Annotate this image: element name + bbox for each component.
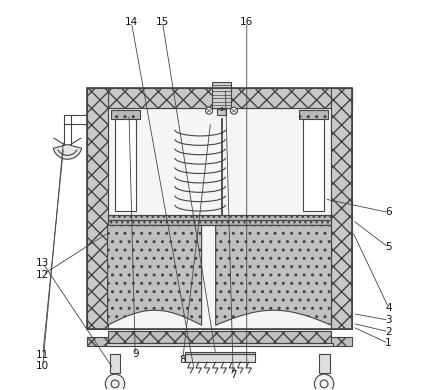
- Polygon shape: [108, 225, 202, 325]
- Circle shape: [111, 380, 119, 388]
- Circle shape: [320, 380, 328, 388]
- Circle shape: [230, 107, 237, 114]
- Bar: [212, 82, 231, 108]
- Text: 5: 5: [385, 243, 392, 252]
- Bar: [106, 343, 334, 346]
- Text: 9: 9: [132, 349, 139, 359]
- Text: 2: 2: [385, 327, 392, 337]
- Bar: [185, 352, 255, 355]
- Text: 1: 1: [385, 339, 392, 348]
- Bar: [87, 88, 352, 108]
- Wedge shape: [53, 144, 82, 159]
- Text: 7: 7: [230, 370, 237, 379]
- Bar: [108, 331, 331, 343]
- Circle shape: [206, 107, 213, 114]
- Text: 8: 8: [179, 355, 186, 365]
- Bar: [108, 225, 331, 329]
- Circle shape: [105, 374, 125, 390]
- Polygon shape: [216, 225, 331, 325]
- Bar: [108, 215, 331, 225]
- Text: 14: 14: [125, 17, 138, 27]
- Bar: [319, 355, 330, 373]
- Bar: [299, 110, 328, 119]
- Text: 13: 13: [36, 258, 49, 268]
- Bar: [108, 108, 331, 329]
- Bar: [217, 109, 226, 115]
- Bar: [185, 355, 255, 362]
- Text: 4: 4: [385, 303, 392, 313]
- Text: 11: 11: [36, 350, 49, 360]
- Bar: [87, 88, 108, 329]
- Text: 15: 15: [156, 17, 169, 27]
- Bar: [87, 88, 352, 329]
- Bar: [115, 119, 136, 211]
- Text: 16: 16: [240, 17, 253, 27]
- Text: 10: 10: [36, 361, 49, 371]
- Text: 3: 3: [385, 315, 392, 325]
- Text: 6: 6: [385, 207, 392, 218]
- Bar: [331, 88, 352, 329]
- Circle shape: [315, 374, 334, 390]
- Bar: [87, 337, 352, 346]
- Bar: [303, 119, 324, 211]
- Text: 12: 12: [36, 269, 49, 280]
- Bar: [111, 110, 140, 119]
- Bar: [109, 355, 120, 373]
